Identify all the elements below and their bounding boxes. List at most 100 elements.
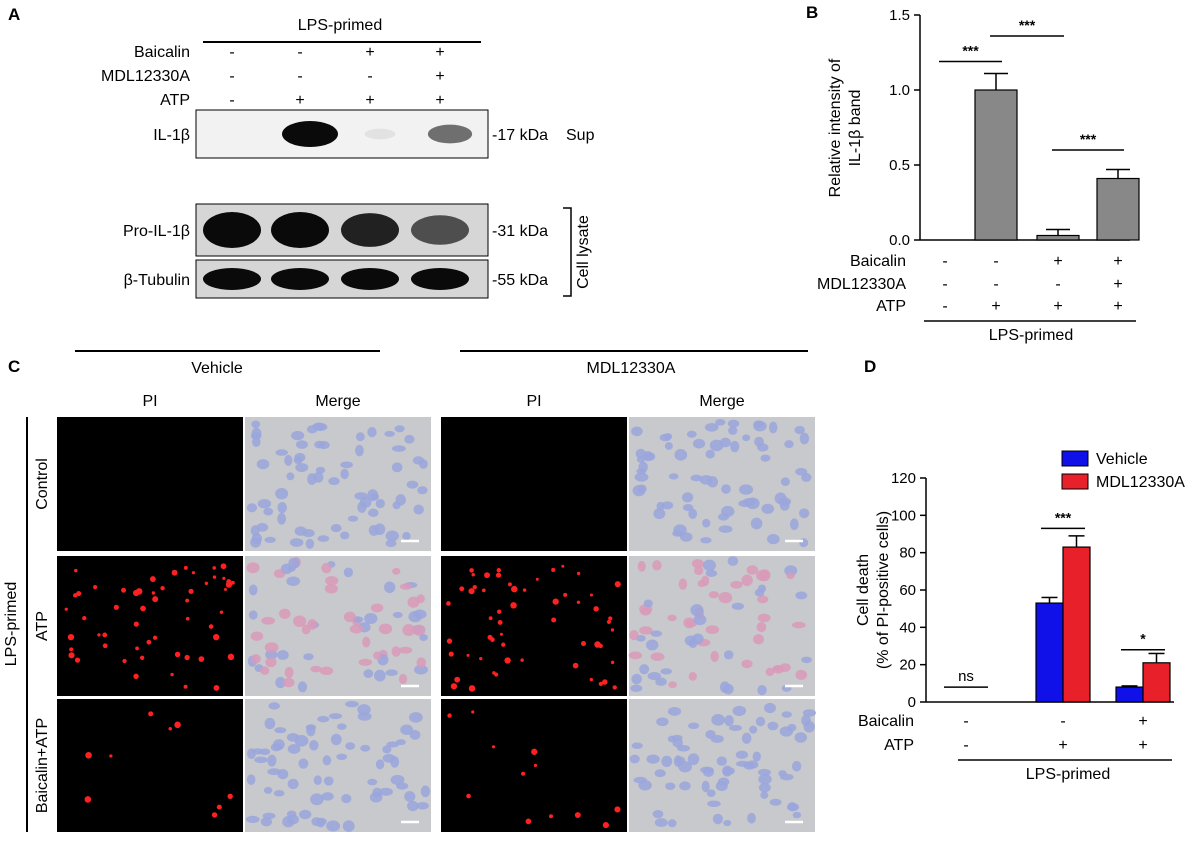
cell-nucleus (723, 819, 732, 827)
cell-nucleus (264, 717, 276, 730)
d-condition-sign: + (1138, 713, 1147, 730)
b-condition-sign: - (1055, 276, 1060, 293)
cell-nucleus (330, 733, 342, 746)
cell-nucleus (251, 427, 262, 439)
cell-nucleus (716, 756, 727, 766)
cell-nucleus (246, 503, 258, 513)
cell-nucleus (301, 624, 311, 635)
cell-nucleus (396, 782, 409, 790)
cell-nucleus (248, 584, 258, 596)
pi-positive-cell (504, 657, 511, 664)
pi-positive-cell (511, 585, 518, 593)
cell-nucleus (318, 441, 330, 450)
cell-nucleus (755, 716, 766, 727)
micrograph (628, 556, 815, 696)
b-y-axis-label: Relative intensity of IL-1β band (827, 58, 864, 197)
blot-band (341, 268, 399, 290)
cell-nucleus (678, 578, 688, 590)
cell-nucleus (629, 630, 639, 641)
pi-positive-cell (468, 588, 475, 595)
b-significance-label: *** (1019, 17, 1036, 33)
blot-band (411, 268, 469, 290)
cell-nucleus (382, 745, 392, 754)
cell-nucleus (284, 666, 294, 679)
d-significance-label: *** (1055, 509, 1072, 525)
cell-nucleus (663, 433, 673, 440)
cell-nucleus (399, 583, 413, 590)
blot-header: LPS-primed (298, 17, 382, 34)
cell-lysate-label: Cell lysate (575, 215, 592, 289)
cell-nucleus (263, 786, 273, 794)
cell-nucleus (673, 755, 683, 767)
panel-c: C Vehicle MDL12330A PI Merge PI Merge Control A… (3, 350, 817, 832)
cell-nucleus (631, 742, 643, 749)
cell-nucleus (277, 768, 289, 780)
pi-positive-cell (612, 685, 617, 690)
cell-nucleus (757, 685, 767, 696)
cell-nucleus (343, 567, 354, 578)
cell-nucleus (313, 775, 322, 786)
cell-nucleus (795, 591, 808, 600)
blot-condition-sign: + (435, 68, 444, 85)
blot-strips: IL-1β -17 kDa Sup Pro-IL-1β -31 kDa β-Tubulin… (123, 109, 595, 299)
cell-nucleus (688, 508, 698, 520)
cell-nucleus (654, 818, 668, 827)
cell-nucleus (705, 449, 715, 459)
cell-nucleus (321, 792, 334, 801)
pi-positive-cell (533, 763, 538, 767)
cell-nucleus (345, 700, 359, 708)
b-condition-sign: + (1053, 298, 1062, 315)
cell-nucleus (682, 492, 694, 503)
cell-nucleus (757, 613, 771, 623)
cell-nucleus (801, 472, 812, 482)
cell-nucleus (652, 809, 664, 819)
cell-nucleus (330, 524, 342, 533)
cell-nucleus (688, 638, 698, 649)
micrograph (441, 699, 627, 832)
cell-nucleus (275, 676, 286, 689)
cell-nucleus (419, 634, 428, 642)
cell-nucleus (273, 739, 285, 750)
d-significance-label: * (1140, 631, 1146, 647)
b-y-axis-label-line: IL-1β band (847, 90, 864, 167)
cell-nucleus (404, 434, 415, 444)
pi-positive-cell (466, 793, 471, 799)
cell-nucleus (628, 651, 643, 660)
cell-nucleus (265, 657, 277, 668)
pi-positive-cell (610, 628, 615, 632)
cell-nucleus (288, 557, 300, 569)
cell-nucleus (691, 559, 704, 569)
cell-nucleus (752, 751, 761, 762)
panel-d-chart: D 0 20 40 60 80 100 120 Cell death (% of PI-posi… (855, 357, 1185, 783)
cell-nucleus (731, 602, 745, 610)
pi-positive-cell (97, 633, 101, 637)
pi-positive-cell (535, 577, 539, 581)
pi-image (441, 417, 627, 551)
cell-nucleus (704, 423, 719, 432)
pi-positive-cell (576, 600, 581, 604)
cell-nucleus (398, 673, 408, 685)
blot-condition-label: Baicalin (134, 44, 190, 61)
cell-nucleus (631, 673, 642, 685)
cell-nucleus (755, 569, 770, 582)
cell-nucleus (758, 773, 772, 785)
pi-positive-cell (598, 643, 603, 649)
b-y-tick-label: 0.0 (889, 232, 910, 249)
cell-nucleus (355, 444, 364, 457)
cell-nucleus (408, 712, 423, 723)
pi-positive-cell (510, 602, 517, 609)
pi-positive-cell (184, 654, 190, 661)
cell-nucleus (250, 537, 262, 548)
cell-nucleus (402, 531, 411, 541)
cell-nucleus (688, 722, 700, 730)
cell-nucleus (721, 484, 731, 494)
cell-nucleus (702, 767, 714, 778)
b-condition-sign: + (991, 298, 1000, 315)
cell-nucleus (257, 499, 272, 509)
pi-positive-cell (148, 711, 154, 717)
cell-nucleus (374, 669, 386, 682)
group-label-vehicle: Vehicle (191, 360, 243, 377)
d-y-tick-label: 80 (899, 545, 916, 562)
cell-nucleus (709, 439, 724, 452)
